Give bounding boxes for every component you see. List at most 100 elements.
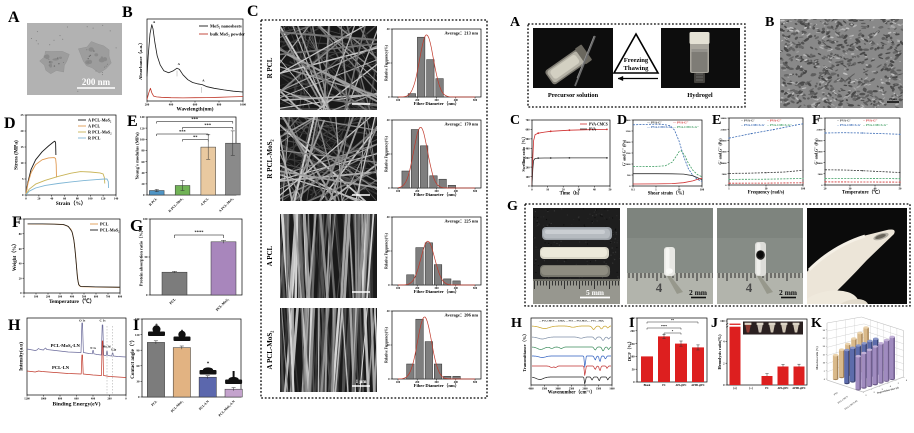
svg-text:Wavenumber（cm⁻¹）: Wavenumber（cm⁻¹）: [548, 390, 595, 396]
svg-text:APL@PC: APL@PC: [777, 387, 788, 390]
svg-text:30: 30: [137, 380, 141, 384]
svg-text:-- PVA-CMCS-G': -- PVA-CMCS-G': [837, 123, 861, 127]
svg-text:100: 100: [88, 197, 93, 201]
svg-text:***: ***: [179, 129, 187, 134]
svg-text:E: E: [127, 113, 138, 130]
svg-text:Temperature（℃）: Temperature（℃）: [49, 297, 95, 305]
svg-text:bulk MoS₂ powder: bulk MoS₂ powder: [210, 32, 245, 37]
svg-text:1000: 1000: [41, 398, 47, 401]
svg-text:F: F: [812, 113, 821, 128]
svg-text:G' and G'' (Pa): G' and G'' (Pa): [718, 138, 723, 165]
svg-text:PVA-CMCS: PVA-CMCS: [589, 122, 608, 126]
svg-text:100: 100: [143, 217, 148, 221]
svg-text:25: 25: [21, 113, 25, 117]
svg-text:0.1: 0.1: [631, 189, 635, 192]
svg-text:100: 100: [396, 287, 401, 290]
svg-text:100: 100: [700, 189, 705, 192]
svg-text:4: 4: [656, 280, 663, 295]
svg-text:80: 80: [142, 149, 146, 153]
svg-text:Average：213 nm: Average：213 nm: [445, 31, 479, 36]
svg-text:100: 100: [396, 381, 401, 384]
svg-text:--- PVA-G'': --- PVA-G'': [673, 121, 689, 125]
svg-text:APML@PC: APML@PC: [691, 384, 705, 387]
svg-text:200 nm: 200 nm: [82, 77, 111, 87]
svg-text:***: ***: [204, 123, 212, 128]
svg-text:Shear strain（%）: Shear strain（%）: [648, 191, 688, 197]
svg-text:D: D: [4, 115, 16, 132]
svg-text:Mo 3d: Mo 3d: [103, 346, 111, 349]
svg-text:1200: 1200: [24, 398, 30, 401]
svg-text:90: 90: [137, 348, 141, 352]
svg-text:Stress (MPa): Stress (MPa): [13, 140, 20, 170]
svg-text:A: A: [510, 15, 521, 30]
svg-text:***: ***: [191, 117, 199, 122]
svg-text:200: 200: [107, 398, 112, 401]
svg-text:Intensity(a.u): Intensity(a.u): [20, 342, 25, 371]
svg-text:20: 20: [37, 197, 41, 201]
svg-text:E: E: [712, 113, 721, 128]
svg-text:5000: 5000: [722, 173, 728, 176]
svg-text:200: 200: [415, 287, 420, 290]
svg-text:400: 400: [454, 287, 459, 290]
svg-text:50: 50: [145, 255, 149, 259]
svg-text:(＋): (＋): [733, 386, 737, 390]
svg-text:****: ****: [661, 324, 668, 328]
svg-text:10: 10: [21, 161, 25, 165]
svg-text:PCL-MoS₂-LN: PCL-MoS₂-LN: [51, 343, 81, 348]
svg-text:PCL-MoS₂: PCL-MoS₂: [100, 228, 120, 233]
svg-text:A PCL-MoS₂: A PCL-MoS₂: [88, 118, 112, 123]
svg-text:-- PVA-CMCS-G'': -- PVA-CMCS-G'': [863, 123, 888, 127]
svg-text:**: **: [671, 318, 675, 322]
svg-text:400: 400: [454, 99, 459, 102]
svg-text:Wavelength(nm): Wavelength(nm): [177, 106, 214, 113]
svg-text:N 1s: N 1s: [90, 346, 96, 350]
svg-text:C 1s: C 1s: [100, 319, 107, 323]
svg-text:120: 120: [135, 333, 140, 337]
svg-text:3000: 3000: [626, 119, 632, 122]
svg-text:A PCL: A PCL: [266, 245, 274, 266]
svg-text:Thawing: Thawing: [624, 65, 650, 72]
svg-text:G: G: [507, 199, 518, 214]
svg-text:R PCL-MoS₂: R PCL-MoS₂: [266, 139, 274, 178]
svg-text:S 2p: S 2p: [111, 349, 117, 352]
svg-text:4: 4: [746, 280, 753, 295]
svg-text:40: 40: [50, 197, 54, 201]
svg-text:100: 100: [34, 296, 39, 299]
svg-text:Temperature（℃）: Temperature（℃）: [842, 189, 883, 196]
svg-text:G' and G'' (Pa): G' and G'' (Pa): [814, 138, 819, 165]
svg-text:PCL: PCL: [100, 222, 109, 227]
svg-text:200: 200: [415, 99, 420, 102]
svg-text:500: 500: [473, 190, 478, 193]
svg-text:30000: 30000: [817, 117, 824, 120]
svg-text:Contact angle（°）: Contact angle（°）: [130, 337, 136, 379]
svg-text:120: 120: [101, 197, 106, 201]
svg-text:20: 20: [21, 129, 25, 133]
svg-text:APML@PC: APML@PC: [792, 387, 806, 390]
svg-text:(－): (－): [749, 387, 753, 390]
svg-text:400: 400: [91, 398, 96, 401]
svg-text:300: 300: [434, 287, 439, 290]
svg-text:140: 140: [114, 197, 119, 201]
svg-text:200: 200: [415, 381, 420, 384]
svg-text:C: C: [247, 3, 259, 20]
svg-text:300: 300: [434, 381, 439, 384]
svg-text:400: 400: [454, 381, 459, 384]
svg-text:20: 20: [142, 182, 146, 186]
svg-text:Binding Energy(eV): Binding Energy(eV): [52, 401, 100, 408]
svg-text:Time（h）: Time（h）: [560, 191, 583, 197]
svg-text:B: B: [765, 15, 774, 30]
svg-text:60: 60: [137, 364, 141, 368]
svg-text:APL@PC: APL@PC: [675, 384, 686, 387]
svg-text:Hydrogel: Hydrogel: [687, 92, 713, 99]
svg-text:1 μm: 1 μm: [356, 380, 368, 385]
svg-text:500: 500: [473, 381, 478, 384]
svg-text:15: 15: [21, 145, 25, 149]
svg-text:60: 60: [142, 160, 146, 164]
svg-text:A PCL-MoS₂: A PCL-MoS₂: [266, 331, 274, 370]
svg-text:C: C: [510, 113, 520, 128]
svg-text:PVA: PVA: [589, 127, 596, 131]
svg-text:H: H: [8, 317, 21, 334]
svg-text:500: 500: [473, 99, 478, 102]
svg-text:-- PVA-CMCS-G'': -- PVA-CMCS-G'': [767, 123, 792, 127]
svg-text:F: F: [12, 214, 22, 231]
